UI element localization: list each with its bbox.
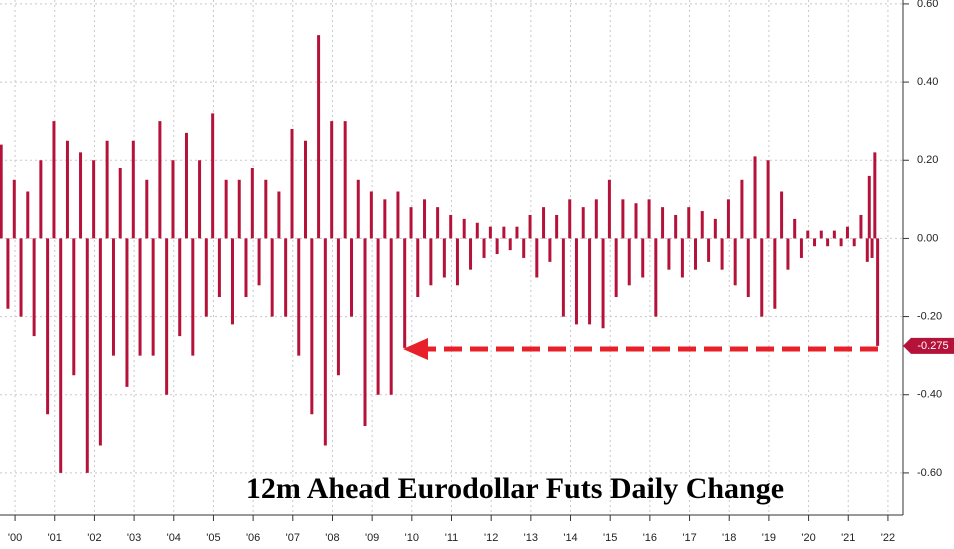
x-tick-label: '13 [524, 532, 538, 544]
arrow [403, 338, 878, 360]
x-tick-label: '11 [445, 532, 459, 544]
y-tick-label: 0.20 [917, 154, 938, 166]
x-tick-label: '21 [841, 532, 855, 544]
x-tick-label: '12 [484, 532, 498, 544]
x-tick-label: '16 [643, 532, 657, 544]
x-tick-label: '14 [563, 532, 577, 544]
x-tick-label: '22 [881, 532, 895, 544]
arrow-head [403, 338, 428, 360]
x-tick-label: '01 [48, 532, 62, 544]
x-tick-label: '18 [722, 532, 736, 544]
chart-title: 12m Ahead Eurodollar Futs Daily Change [246, 472, 784, 505]
y-tick-label: 0.00 [917, 232, 938, 244]
last-value-marker [903, 337, 954, 354]
x-tick-label: '17 [682, 532, 696, 544]
x-tick-label: '07 [286, 532, 300, 544]
x-tick-label: '02 [87, 532, 101, 544]
y-tick-label: -0.20 [917, 310, 942, 322]
y-tick-label: 0.60 [917, 0, 938, 10]
x-tick-label: '20 [801, 532, 815, 544]
x-tick-label: '15 [603, 532, 617, 544]
x-tick-label: '00 [8, 532, 22, 544]
x-tick-label: '10 [405, 532, 419, 544]
x-tick-label: '03 [127, 532, 141, 544]
y-tick-label: 0.40 [917, 76, 938, 88]
x-tick-label: '05 [206, 532, 220, 544]
x-tick-label: '06 [246, 532, 260, 544]
y-tick-label: -0.60 [917, 467, 942, 479]
last-value-label: -0.275 [917, 340, 948, 352]
x-tick-label: '04 [167, 532, 181, 544]
x-tick-label: '09 [365, 532, 379, 544]
bars [0, 35, 880, 473]
labels: 0.60 0.40 0.20 0.00 -0.20 -0.40 -0.60 '00 '01 '02… [8, 0, 954, 544]
x-tick-label: '19 [762, 532, 776, 544]
x-tick-label: '08 [325, 532, 339, 544]
y-tick-label: -0.40 [917, 389, 942, 401]
